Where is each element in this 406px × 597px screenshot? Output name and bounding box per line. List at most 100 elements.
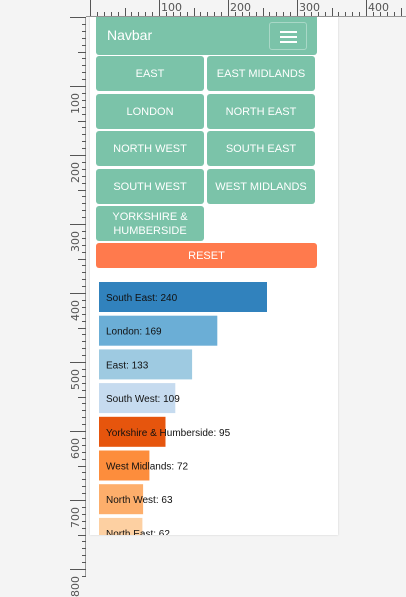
ruler-tick bbox=[70, 293, 86, 294]
ruler-tick bbox=[82, 168, 86, 170]
ruler-tick bbox=[103, 12, 105, 16]
ruler-tick bbox=[82, 37, 86, 39]
ruler-tick bbox=[386, 12, 388, 16]
bar-south-east[interactable] bbox=[99, 282, 267, 312]
ruler-tick bbox=[96, 12, 98, 16]
ruler-tick bbox=[82, 479, 86, 481]
ruler-tick bbox=[82, 58, 86, 60]
region-button-south-east[interactable]: SOUTH EAST bbox=[207, 131, 315, 166]
ruler-tick bbox=[82, 237, 86, 239]
ruler-tick bbox=[82, 272, 86, 274]
ruler-tick bbox=[82, 127, 86, 129]
bar-west-midlands[interactable] bbox=[99, 450, 150, 481]
ruler-corner bbox=[0, 0, 86, 17]
ruler-tick bbox=[82, 355, 86, 357]
ruler-tick bbox=[82, 548, 86, 550]
ruler-tick bbox=[186, 12, 188, 16]
ruler-tick bbox=[82, 65, 86, 67]
ruler-tick bbox=[82, 437, 86, 439]
ruler-tick bbox=[82, 410, 86, 412]
bar-chart: South East: 240 London: 169 East: 133 South… bbox=[99, 282, 267, 535]
ruler-tick bbox=[82, 375, 86, 377]
ruler-tick bbox=[179, 12, 181, 16]
region-button-south-west[interactable]: SOUTH WEST bbox=[96, 169, 204, 204]
region-button-north-west[interactable]: NORTH WEST bbox=[96, 131, 204, 166]
ruler-tick bbox=[82, 389, 86, 391]
ruler-tick bbox=[70, 362, 86, 363]
vertical-ruler bbox=[0, 0, 86, 576]
ruler-label: 700 bbox=[69, 507, 82, 528]
ruler-label: 600 bbox=[69, 438, 82, 459]
hamburger-icon bbox=[280, 31, 297, 33]
ruler-tick bbox=[117, 12, 119, 16]
ruler-tick bbox=[82, 161, 86, 163]
ruler-tick bbox=[82, 368, 86, 370]
ruler-tick bbox=[78, 51, 86, 53]
ruler-tick bbox=[82, 230, 86, 232]
ruler-tick bbox=[372, 12, 374, 16]
ruler-tick bbox=[352, 12, 354, 16]
ruler-tick bbox=[82, 44, 86, 46]
ruler-tick bbox=[82, 513, 86, 515]
navbar-brand[interactable]: Navbar bbox=[107, 27, 153, 43]
reset-button[interactable]: RESET bbox=[96, 243, 317, 268]
ruler-tick bbox=[193, 8, 195, 16]
ruler-label: 300 bbox=[69, 231, 82, 252]
ruler-label: 400 bbox=[368, 1, 389, 14]
ruler-tick bbox=[70, 224, 86, 225]
ruler-tick bbox=[241, 12, 243, 16]
ruler-tick bbox=[82, 99, 86, 101]
navbar-toggler-button[interactable] bbox=[269, 22, 307, 50]
ruler-tick bbox=[82, 382, 86, 384]
region-button-east-midlands[interactable]: EAST MIDLANDS bbox=[207, 56, 315, 91]
ruler-tick bbox=[82, 458, 86, 460]
ruler-left-edge bbox=[85, 17, 86, 576]
ruler-tick bbox=[131, 12, 133, 16]
ruler-tick bbox=[82, 251, 86, 253]
ruler-tick bbox=[283, 12, 285, 16]
region-button-london[interactable]: LONDON bbox=[96, 94, 204, 129]
ruler-tick bbox=[110, 12, 112, 16]
ruler-tick bbox=[331, 8, 333, 16]
ruler-tick bbox=[82, 244, 86, 246]
ruler-tick bbox=[290, 12, 292, 16]
ruler-tick bbox=[207, 12, 209, 16]
ruler-tick bbox=[276, 12, 278, 16]
ruler-label: 100 bbox=[161, 1, 182, 14]
bar-label: London: 169 bbox=[106, 327, 162, 338]
bar-north-west[interactable] bbox=[99, 484, 144, 515]
ruler-tick bbox=[297, 0, 298, 16]
ruler-tick bbox=[78, 465, 86, 467]
region-button-west-midlands[interactable]: WEST MIDLANDS bbox=[207, 169, 315, 204]
ruler-tick bbox=[82, 527, 86, 529]
bar-south-west[interactable] bbox=[99, 383, 176, 414]
ruler-tick bbox=[228, 0, 229, 16]
ruler-label: 400 bbox=[69, 300, 82, 321]
ruler-tick bbox=[345, 12, 347, 16]
ruler-tick bbox=[82, 424, 86, 426]
ruler-tick bbox=[82, 341, 86, 343]
ruler-tick bbox=[248, 12, 250, 16]
ruler-tick bbox=[317, 12, 319, 16]
ruler-label: 200 bbox=[69, 162, 82, 183]
ruler-tick bbox=[82, 403, 86, 405]
region-button-yorkshire-humberside[interactable]: YORKSHIRE & HUMBERSIDE bbox=[96, 206, 204, 241]
ruler-tick bbox=[138, 12, 140, 16]
ruler-tick bbox=[82, 520, 86, 522]
ruler-tick bbox=[82, 106, 86, 108]
bar-north-east[interactable] bbox=[99, 517, 143, 535]
region-button-north-east[interactable]: NORTH EAST bbox=[207, 94, 315, 129]
bar-london[interactable] bbox=[99, 315, 218, 346]
ruler-tick bbox=[262, 8, 264, 16]
ruler-tick bbox=[269, 12, 271, 16]
bar-label: South East: 240 bbox=[106, 293, 178, 304]
bar-label: East: 133 bbox=[106, 360, 149, 371]
region-button-east[interactable]: EAST bbox=[96, 56, 204, 91]
bar-yorkshire-humberside[interactable] bbox=[99, 416, 166, 447]
ruler-tick bbox=[159, 0, 160, 16]
ruler-tick bbox=[82, 79, 86, 81]
horizontal-ruler: 100 200 300 400 bbox=[0, 0, 406, 17]
ruler-tick bbox=[82, 279, 86, 281]
bar-east[interactable] bbox=[99, 349, 193, 380]
ruler-tick bbox=[82, 30, 86, 32]
